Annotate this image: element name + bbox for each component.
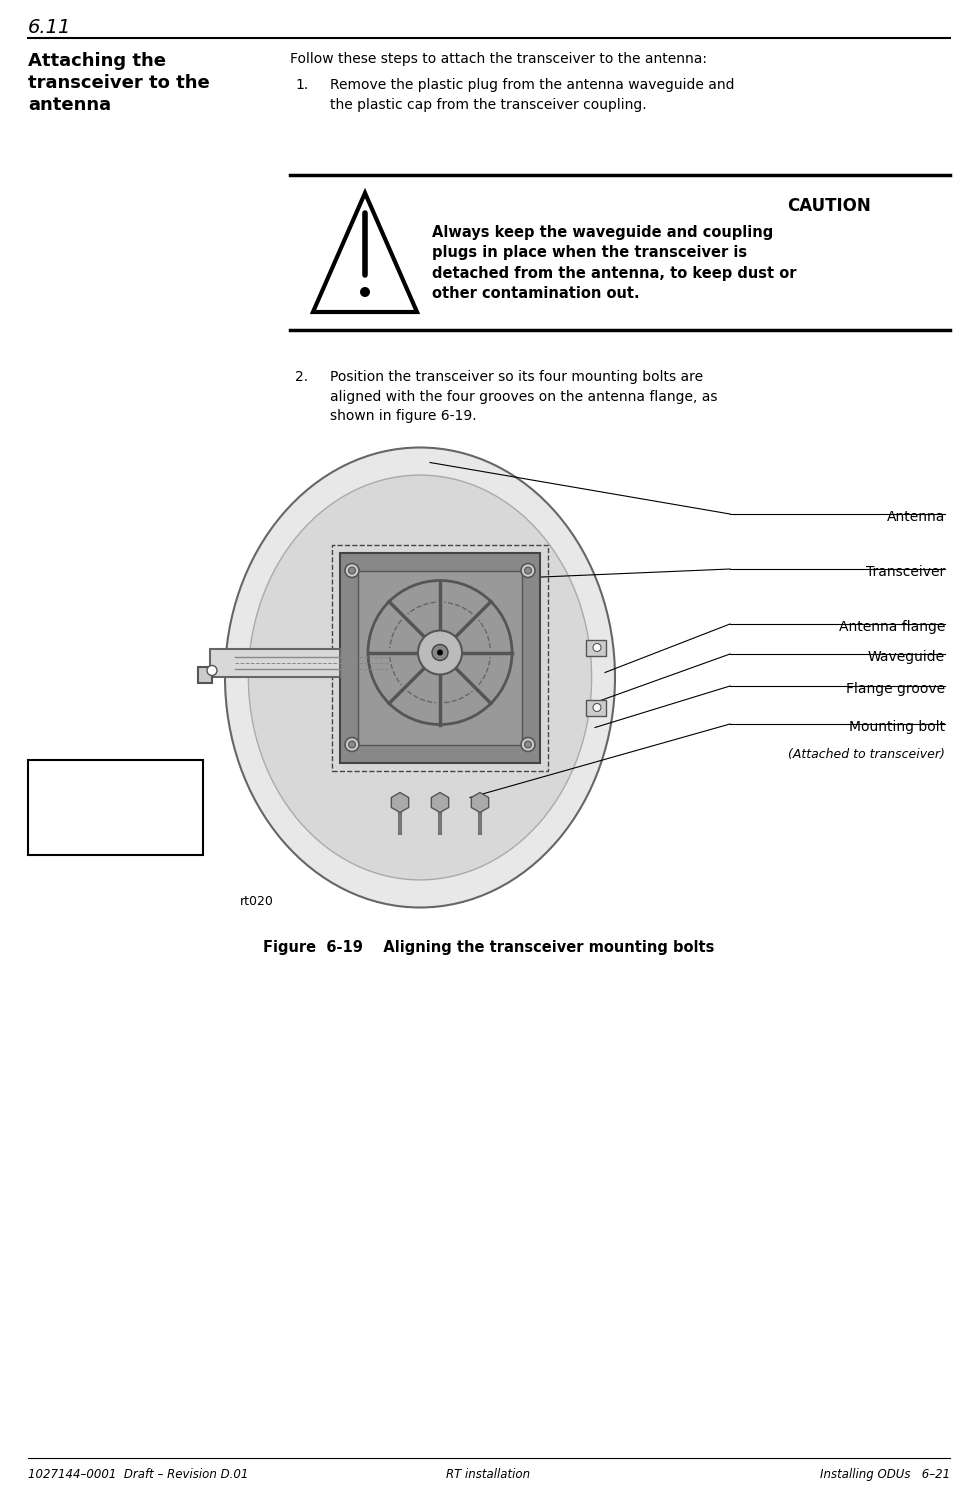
Circle shape [360, 287, 370, 296]
Text: 6.11: 6.11 [28, 18, 71, 37]
Circle shape [593, 643, 601, 652]
Circle shape [345, 563, 359, 578]
Text: Mounting bolt: Mounting bolt [849, 721, 945, 734]
Text: 2.: 2. [295, 369, 308, 384]
Circle shape [418, 630, 462, 675]
Text: Figure  6-19    Aligning the transceiver mounting bolts: Figure 6-19 Aligning the transceiver mou… [264, 940, 714, 954]
Circle shape [207, 666, 217, 676]
Ellipse shape [249, 475, 591, 880]
Bar [586, 639, 606, 655]
Bar [586, 700, 606, 716]
Circle shape [524, 742, 532, 747]
Text: Always keep the waveguide and coupling
plugs in place when the transceiver is
de: Always keep the waveguide and coupling p… [432, 225, 796, 301]
Text: 1.: 1. [295, 77, 308, 92]
Text: (Attached to transceiver): (Attached to transceiver) [789, 747, 945, 761]
Circle shape [432, 645, 448, 661]
Text: rt020: rt020 [240, 895, 274, 908]
Text: Installing ODUs   6–21: Installing ODUs 6–21 [820, 1468, 950, 1482]
Text: Antenna flange: Antenna flange [838, 619, 945, 634]
Bar [198, 667, 212, 682]
Circle shape [521, 737, 535, 752]
Bar [210, 649, 340, 676]
Text: 1027144–0001  Draft – Revision D.01: 1027144–0001 Draft – Revision D.01 [28, 1468, 248, 1482]
Bar [332, 545, 548, 770]
Text: Attaching the: Attaching the [28, 52, 166, 70]
Text: Position the transceiver so its four mounting bolts are
aligned with the four gr: Position the transceiver so its four mou… [330, 369, 717, 423]
Text: Flange groove: Flange groove [846, 682, 945, 695]
Circle shape [437, 649, 443, 655]
Text: Antenna: Antenna [886, 511, 945, 524]
Text: Graphic to be
updated.: Graphic to be updated. [53, 788, 179, 826]
Circle shape [345, 737, 359, 752]
Text: RT installation: RT installation [446, 1468, 530, 1482]
Circle shape [348, 567, 355, 573]
Circle shape [348, 742, 355, 747]
Bar [340, 552, 540, 762]
Ellipse shape [225, 448, 615, 907]
Circle shape [521, 563, 535, 578]
Text: CAUTION: CAUTION [787, 197, 871, 214]
Text: antenna: antenna [28, 95, 111, 115]
Text: Remove the plastic plug from the antenna waveguide and
the plastic cap from the : Remove the plastic plug from the antenna… [330, 77, 735, 112]
Text: transceiver to the: transceiver to the [28, 74, 210, 92]
Circle shape [593, 703, 601, 712]
Bar [358, 570, 522, 744]
Circle shape [524, 567, 532, 573]
Text: Follow these steps to attach the transceiver to the antenna:: Follow these steps to attach the transce… [290, 52, 707, 66]
Text: Waveguide: Waveguide [868, 651, 945, 664]
Bar [28, 759, 203, 855]
Text: Transceiver: Transceiver [866, 564, 945, 579]
